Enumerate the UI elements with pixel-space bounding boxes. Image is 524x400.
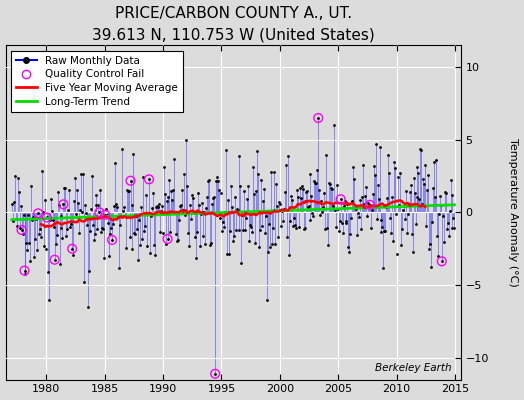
Point xyxy=(101,212,110,218)
Point xyxy=(68,246,77,252)
Point xyxy=(126,178,135,184)
Title: PRICE/CARBON COUNTY A., UT.
39.613 N, 110.753 W (United States): PRICE/CARBON COUNTY A., UT. 39.613 N, 11… xyxy=(92,6,375,43)
Y-axis label: Temperature Anomaly (°C): Temperature Anomaly (°C) xyxy=(508,138,518,287)
Point xyxy=(336,196,345,202)
Point xyxy=(438,258,446,264)
Point xyxy=(366,202,374,208)
Point xyxy=(42,214,51,221)
Point xyxy=(108,237,116,243)
Point xyxy=(95,209,104,216)
Text: Berkeley Earth: Berkeley Earth xyxy=(375,363,452,373)
Point xyxy=(211,370,220,377)
Point xyxy=(17,227,26,233)
Point xyxy=(50,256,59,263)
Point xyxy=(145,176,153,182)
Point xyxy=(163,236,172,242)
Point xyxy=(59,201,68,208)
Point xyxy=(34,210,42,216)
Point xyxy=(20,268,29,274)
Point xyxy=(314,115,322,121)
Legend: Raw Monthly Data, Quality Control Fail, Five Year Moving Average, Long-Term Tren: Raw Monthly Data, Quality Control Fail, … xyxy=(11,50,183,112)
